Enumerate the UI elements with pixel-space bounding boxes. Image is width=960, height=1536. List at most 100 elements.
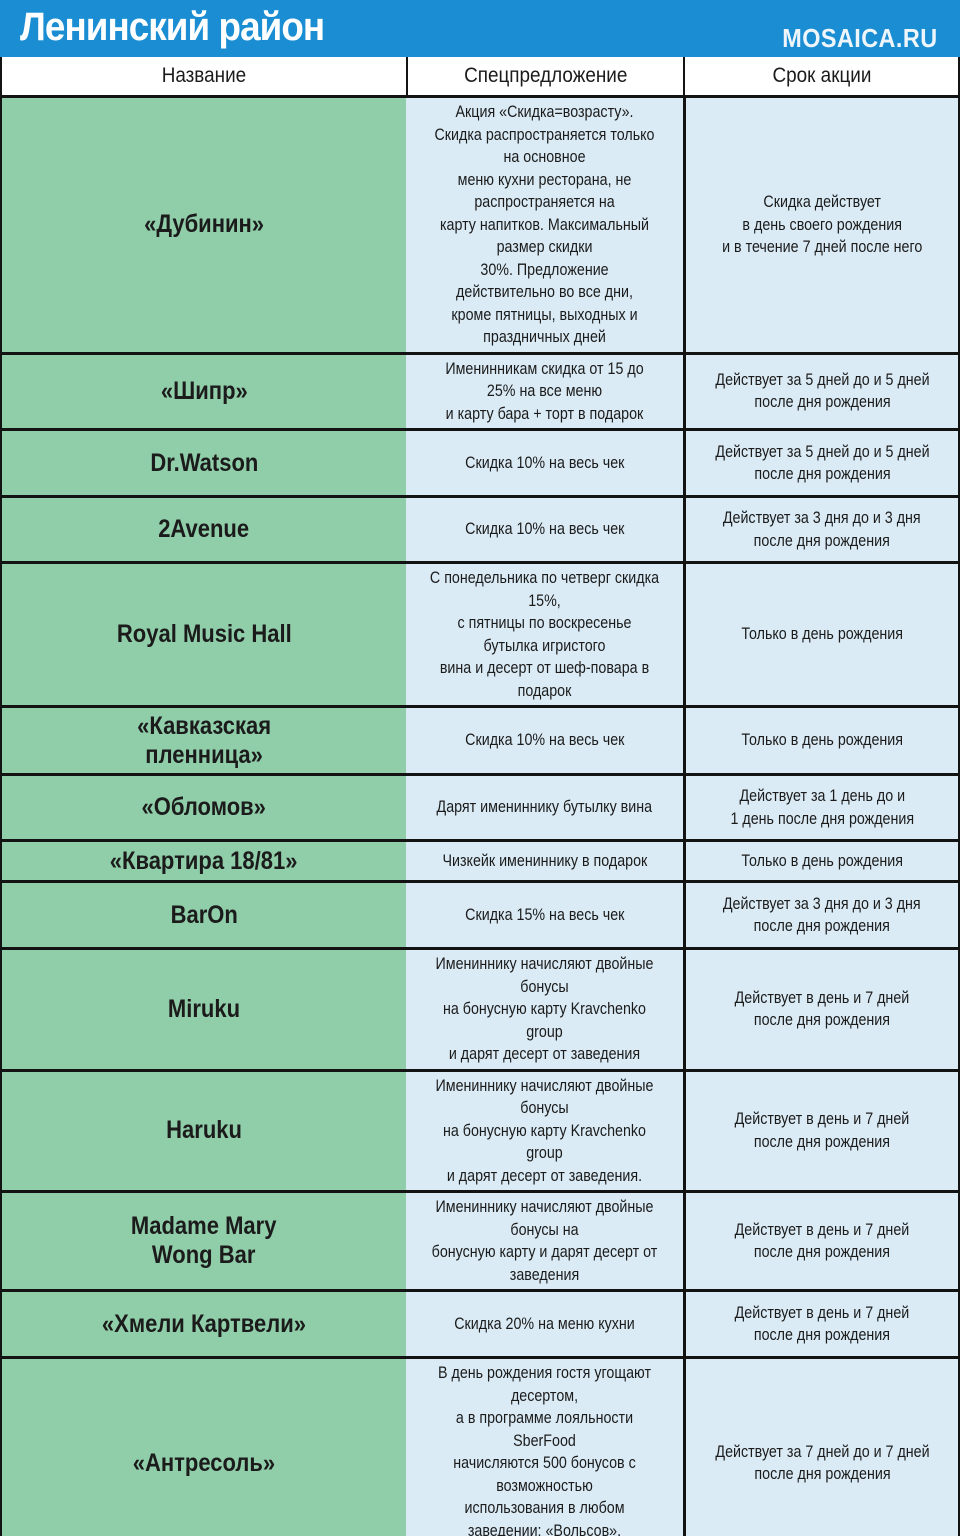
- venue-name-cell: «Дубинин»: [2, 98, 406, 352]
- offer-cell: Имениннику начисляют двойные бонусы на б…: [406, 950, 683, 1069]
- column-header-name: Название: [2, 57, 406, 95]
- table-body: «Дубинин» Акция «Скидка=возрасту». Скидк…: [2, 98, 958, 1536]
- offer-text: Имениннику начисляют двойные бонусы на б…: [435, 954, 654, 1063]
- venue-name-cell: «Антресоль»: [2, 1359, 406, 1536]
- offer-cell: Имениннику начисляют двойные бонусы на б…: [406, 1193, 683, 1289]
- venue-name: Dr.Watson: [150, 448, 258, 477]
- period-cell: Действует за 5 дней до и 5 дней после дн…: [683, 354, 958, 428]
- period-cell: Действует за 7 дней до и 7 дней после дн…: [683, 1359, 958, 1536]
- venue-name-cell: Dr.Watson: [2, 431, 406, 495]
- title-bar: Ленинский район MOSAICA.RU: [0, 0, 960, 57]
- table-row: Royal Music Hall С понедельника по четве…: [2, 564, 958, 708]
- venue-name: Royal Music Hall: [116, 620, 292, 648]
- venue-name: BarOn: [170, 900, 238, 929]
- period-text: Действует за 7 дней до и 7 дней после дн…: [714, 1441, 930, 1484]
- period-cell: Только в день рождения: [683, 842, 958, 880]
- venue-name: Miruku: [167, 994, 241, 1023]
- column-header-period-label: Срок акции: [772, 64, 871, 87]
- venue-name-cell: Madame Mary Wong Bar: [2, 1193, 406, 1289]
- period-text: Действует за 1 день до и 1 день после дн…: [730, 786, 914, 828]
- venue-name-cell: 2Avenue: [2, 498, 406, 561]
- period-cell: Действует в день и 7 дней после дня рожд…: [683, 1292, 958, 1356]
- district-title: Ленинский район: [20, 4, 325, 49]
- venue-name: «Дубинин»: [144, 210, 264, 239]
- offer-text: С понедельника по четверг скидка 15%, с …: [429, 568, 660, 700]
- venue-name: «Шипр»: [160, 376, 248, 405]
- period-text: Действует за 5 дней до и 5 дней после дн…: [714, 441, 930, 484]
- period-text: Действует за 3 дня до и 3 дня после дня …: [723, 508, 921, 550]
- period-text: Действует в день и 7 дней после дня рожд…: [734, 1109, 910, 1151]
- period-cell: Действует в день и 7 дней после дня рожд…: [683, 1071, 958, 1190]
- table-row: BarOn Скидка 15% на весь чек Действует з…: [2, 883, 958, 950]
- venue-name-cell: Miruku: [2, 950, 406, 1069]
- offer-cell: Скидка 15% на весь чек: [406, 883, 683, 947]
- period-text: Действует в день и 7 дней после дня рожд…: [734, 987, 910, 1030]
- table-row: «Квартира 18/81» Чизкейк имениннику в по…: [2, 842, 958, 883]
- promo-table: Название Спецпредложение Срок акции «Дуб…: [0, 57, 960, 1536]
- offer-text: Именинникам скидка от 15 до 25% на все м…: [445, 358, 644, 423]
- offer-cell: Скидка 10% на весь чек: [406, 708, 683, 773]
- period-cell: Действует в день и 7 дней после дня рожд…: [683, 950, 958, 1069]
- venue-name-cell: «Шипр»: [2, 354, 406, 428]
- period-text: Только в день рождения: [741, 850, 903, 870]
- table-row: Haruku Имениннику начисляют двойные бону…: [2, 1071, 958, 1193]
- table-row: 2Avenue Скидка 10% на весь чек Действует…: [2, 498, 958, 564]
- offer-cell: Скидка 20% на меню кухни: [406, 1292, 683, 1356]
- venue-name-cell: «Обломов»: [2, 776, 406, 839]
- period-cell: Действует за 5 дней до и 5 дней после дн…: [683, 431, 958, 495]
- table-row: «Шипр» Именинникам скидка от 15 до 25% н…: [2, 354, 958, 431]
- offer-text: Скидка 10% на весь чек: [464, 730, 625, 750]
- venue-name-cell: «Квартира 18/81»: [2, 842, 406, 880]
- period-text: Действует в день и 7 дней после дня рожд…: [734, 1302, 910, 1345]
- venue-name: «Кавказская пленница»: [137, 711, 271, 769]
- column-header-name-label: Название: [161, 64, 247, 87]
- venue-name-cell: Haruku: [2, 1071, 406, 1190]
- venue-name: «Квартира 18/81»: [110, 846, 298, 875]
- offer-text: Акция «Скидка=возрасту». Скидка распрост…: [434, 102, 655, 346]
- period-text: Действует за 5 дней до и 5 дней после дн…: [714, 369, 930, 412]
- venue-name: 2Avenue: [158, 515, 250, 543]
- offer-cell: Акция «Скидка=возрасту». Скидка распрост…: [406, 98, 683, 352]
- period-cell: Действует за 3 дня до и 3 дня после дня …: [683, 498, 958, 561]
- period-text: Только в день рождения: [741, 730, 903, 750]
- table-header-row: Название Спецпредложение Срок акции: [2, 57, 958, 98]
- venue-name-cell: «Хмели Картвели»: [2, 1292, 406, 1356]
- offer-text: Скидка 15% на весь чек: [464, 904, 625, 924]
- venue-name: «Обломов»: [141, 793, 267, 821]
- period-cell: Только в день рождения: [683, 708, 958, 773]
- offer-text: Имениннику начисляют двойные бонусы на б…: [431, 1197, 658, 1284]
- offer-text: Дарят имениннику бутылку вина: [436, 797, 653, 817]
- period-cell: Только в день рождения: [683, 564, 958, 705]
- period-cell: Скидка действует в день своего рождения …: [683, 98, 958, 352]
- venue-name-cell: BarOn: [2, 883, 406, 947]
- venue-name-cell: Royal Music Hall: [2, 564, 406, 705]
- period-cell: Действует в день и 7 дней после дня рожд…: [683, 1193, 958, 1289]
- offer-text: В день рождения гостя угощают десертом, …: [437, 1363, 651, 1536]
- venue-name: Madame Mary Wong Bar: [131, 1212, 277, 1269]
- period-text: Действует в день и 7 дней после дня рожд…: [734, 1219, 910, 1262]
- venue-name: «Антресоль»: [132, 1448, 276, 1477]
- column-header-offer: Спецпредложение: [406, 57, 683, 95]
- brand-watermark: MOSAICA.RU: [782, 23, 938, 53]
- offer-cell: Скидка 10% на весь чек: [406, 431, 683, 495]
- table-row: Madame Mary Wong Bar Имениннику начисляю…: [2, 1193, 958, 1292]
- offer-text: Скидка 10% на весь чек: [464, 519, 625, 539]
- table-row: Miruku Имениннику начисляют двойные бону…: [2, 950, 958, 1072]
- period-text: Только в день рождения: [741, 624, 903, 644]
- column-header-period: Срок акции: [683, 57, 958, 95]
- period-text: Скидка действует в день своего рождения …: [721, 192, 923, 256]
- venue-name: «Хмели Картвели»: [101, 1309, 307, 1338]
- table-row: «Обломов» Дарят имениннику бутылку вина …: [2, 776, 958, 842]
- table-row: «Кавказская пленница» Скидка 10% на весь…: [2, 708, 958, 776]
- column-header-offer-label: Спецпредложение: [463, 64, 628, 87]
- table-row: «Дубинин» Акция «Скидка=возрасту». Скидк…: [2, 98, 958, 355]
- offer-text: Скидка 20% на меню кухни: [454, 1313, 635, 1333]
- period-cell: Действует за 1 день до и 1 день после дн…: [683, 776, 958, 839]
- offer-cell: Чизкейк имениннику в подарок: [406, 842, 683, 880]
- table-row: Dr.Watson Скидка 10% на весь чек Действу…: [2, 431, 958, 498]
- offer-text: Чизкейк имениннику в подарок: [442, 850, 647, 870]
- table-row: «Антресоль» В день рождения гостя угощаю…: [2, 1359, 958, 1536]
- period-cell: Действует за 3 дня до и 3 дня после дня …: [683, 883, 958, 947]
- offer-cell: Именинникам скидка от 15 до 25% на все м…: [406, 354, 683, 428]
